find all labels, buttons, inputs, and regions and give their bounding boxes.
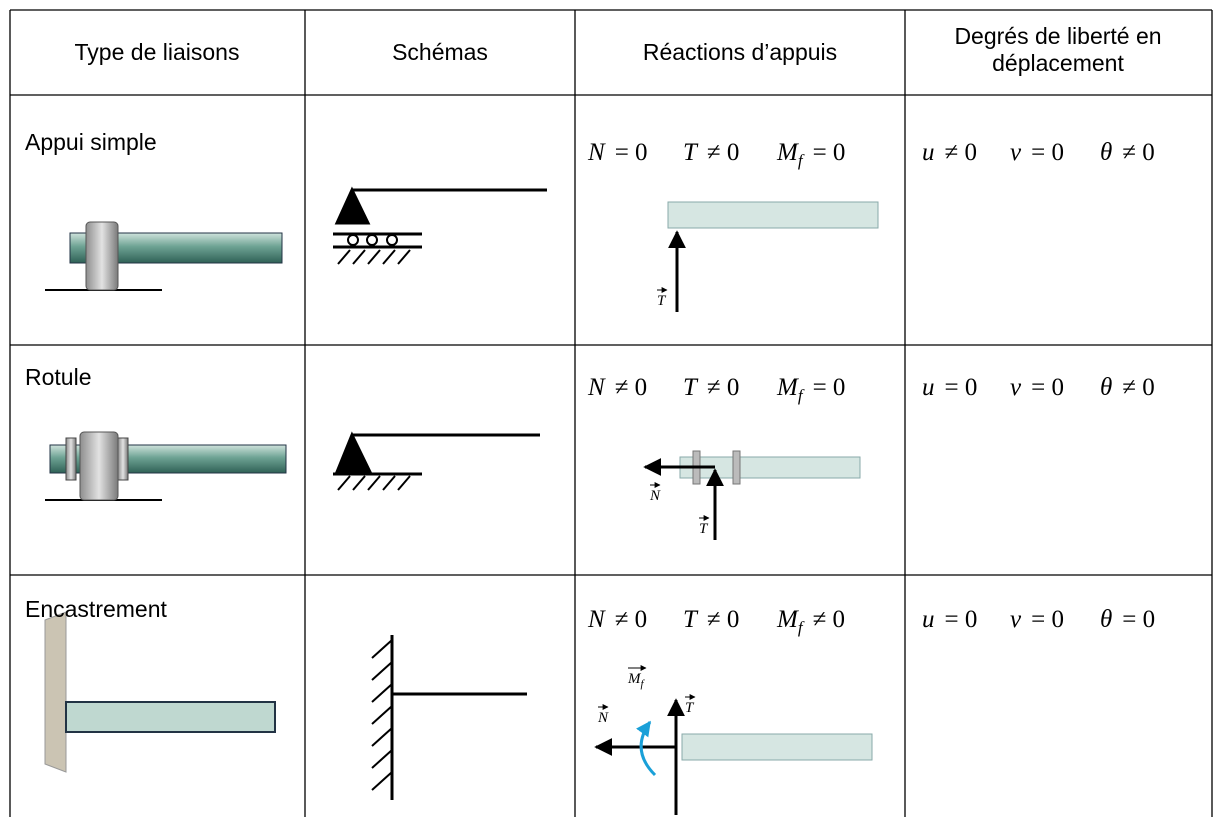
dof: v = 0 [1010, 606, 1064, 633]
symbol: M [776, 374, 799, 401]
relation: ≠ 0 [1122, 374, 1154, 401]
header-cell: Schémas [392, 39, 488, 65]
relation: ≠ 0 [813, 606, 845, 633]
relation: = 0 [813, 139, 846, 166]
relation: = 0 [945, 606, 978, 633]
row-name: Rotule [25, 364, 91, 390]
subscript: f [798, 618, 805, 637]
vector-label: T [657, 293, 667, 309]
symbol: N [587, 606, 606, 633]
vector-label: Mf [627, 671, 646, 690]
relation: = 0 [1031, 374, 1064, 401]
dof: u = 0 [922, 374, 977, 401]
symbol: θ [1100, 374, 1112, 401]
relation: ≠ 0 [615, 606, 647, 633]
relation: = 0 [813, 374, 846, 401]
symbol: u [922, 606, 935, 633]
subscript: f [798, 386, 805, 405]
dof: v = 0 [1010, 374, 1064, 401]
symbol: T [657, 293, 667, 309]
relation: = 0 [1122, 606, 1155, 633]
reaction: T ≠ 0 [683, 139, 739, 166]
row-name: Encastrement [25, 596, 168, 622]
vector-label: N [597, 710, 609, 726]
dof: u = 0 [922, 606, 977, 633]
reaction: T ≠ 0 [683, 606, 739, 633]
relation: ≠ 0 [1122, 139, 1154, 166]
symbol: M [776, 606, 799, 633]
symbol: T [683, 374, 699, 401]
symbol: T [685, 700, 695, 716]
vector-label: T [685, 700, 695, 716]
dof: θ = 0 [1100, 606, 1155, 633]
dof: u ≠ 0 [922, 139, 977, 166]
relation: ≠ 0 [707, 374, 739, 401]
reaction: N ≠ 0 [587, 374, 647, 401]
symbol: N [649, 488, 661, 504]
symbol: v [1010, 374, 1022, 401]
dof: θ ≠ 0 [1100, 139, 1155, 166]
symbol: θ [1100, 139, 1112, 166]
reaction: Mf = 0 [776, 139, 845, 170]
relation: ≠ 0 [707, 606, 739, 633]
symbol: M [627, 671, 642, 687]
reaction: Mf = 0 [776, 374, 845, 405]
symbol: v [1010, 139, 1022, 166]
texts: Type de liaisons Schémas Réactions d’appui… [25, 23, 1162, 726]
symbol: T [683, 139, 699, 166]
subscript: f [641, 678, 646, 690]
subscript: f [798, 151, 805, 170]
symbol: v [1010, 606, 1022, 633]
relation: ≠ 0 [945, 139, 977, 166]
symbol: θ [1100, 606, 1112, 633]
header-cell: déplacement [992, 50, 1124, 76]
reaction: N ≠ 0 [587, 606, 647, 633]
vector-label: N [649, 488, 661, 504]
dof: θ ≠ 0 [1100, 374, 1155, 401]
symbol: T [683, 606, 699, 633]
reaction: T ≠ 0 [683, 374, 739, 401]
relation: = 0 [1031, 606, 1064, 633]
grid-lines [9, 9, 1213, 817]
dof: v = 0 [1010, 139, 1064, 166]
symbol: N [587, 139, 606, 166]
relation: ≠ 0 [615, 374, 647, 401]
vector-label: T [699, 521, 709, 537]
relation: = 0 [615, 139, 648, 166]
symbol: N [597, 710, 609, 726]
symbol: u [922, 374, 935, 401]
relation: ≠ 0 [707, 139, 739, 166]
symbol: T [699, 521, 709, 537]
symbol: u [922, 139, 935, 166]
drawings [44, 186, 879, 815]
header-cell: Réactions d’appuis [643, 39, 837, 65]
symbol: N [587, 374, 606, 401]
reaction: N = 0 [587, 139, 648, 166]
symbol: M [776, 139, 799, 166]
header-cell: Type de liaisons [75, 39, 240, 65]
reaction: Mf ≠ 0 [776, 606, 845, 637]
header-cell: Degrés de liberté en [954, 23, 1161, 49]
row-name: Appui simple [25, 129, 157, 155]
relation: = 0 [1031, 139, 1064, 166]
relation: = 0 [945, 374, 978, 401]
